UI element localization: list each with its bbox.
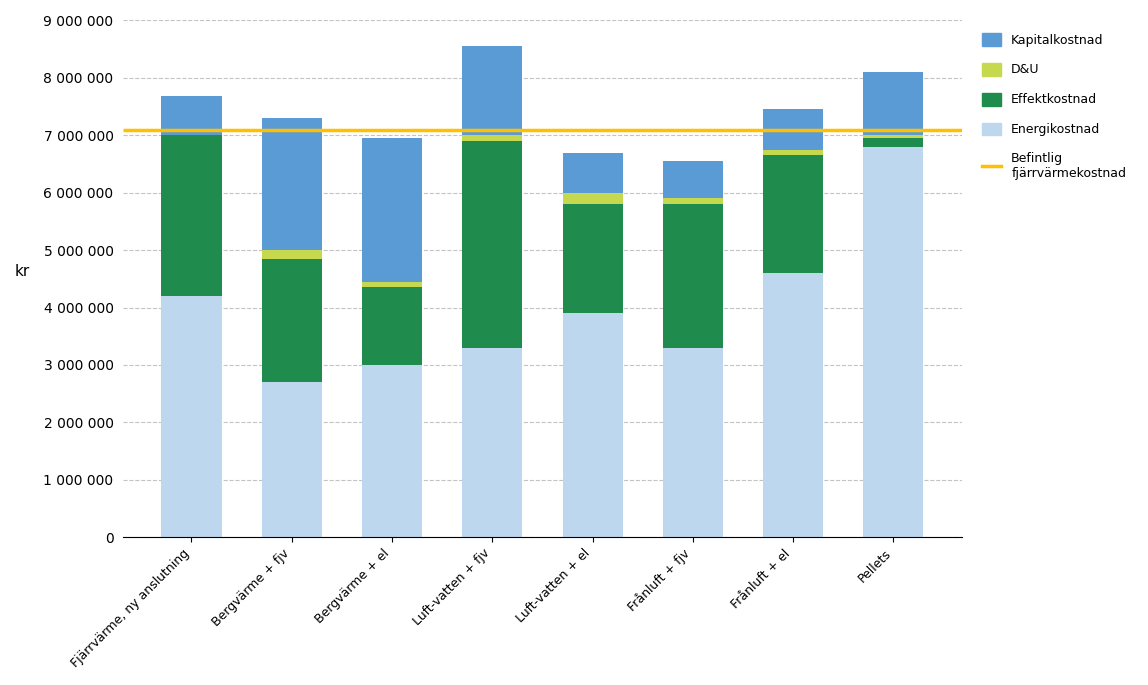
Bar: [162, 296, 222, 537]
Bar: [463, 136, 522, 141]
Bar: [563, 153, 622, 192]
Bar: [863, 136, 923, 138]
Bar: [662, 348, 723, 537]
Bar: [362, 365, 422, 537]
Bar: [763, 110, 823, 149]
Bar: [162, 136, 222, 296]
Legend: Kapitalkostnad, D&U, Effektkostnad, Energikostnad, Befintlig
fjärrvärmekostnad: Kapitalkostnad, D&U, Effektkostnad, Ener…: [976, 27, 1132, 187]
Bar: [763, 155, 823, 273]
Bar: [662, 161, 723, 199]
Bar: [763, 273, 823, 537]
Y-axis label: kr: kr: [15, 264, 30, 279]
Bar: [563, 192, 622, 204]
Bar: [863, 147, 923, 537]
Bar: [563, 204, 622, 313]
Bar: [262, 250, 321, 259]
Bar: [763, 149, 823, 155]
Bar: [262, 382, 321, 537]
Bar: [863, 138, 923, 147]
Bar: [262, 118, 321, 250]
Bar: [662, 199, 723, 204]
Bar: [463, 141, 522, 348]
Bar: [262, 259, 321, 382]
Bar: [162, 97, 222, 136]
Bar: [662, 204, 723, 348]
Bar: [863, 72, 923, 136]
Bar: [362, 288, 422, 365]
Bar: [563, 313, 622, 537]
Bar: [362, 282, 422, 288]
Bar: [463, 47, 522, 136]
Bar: [463, 348, 522, 537]
Bar: [362, 138, 422, 282]
